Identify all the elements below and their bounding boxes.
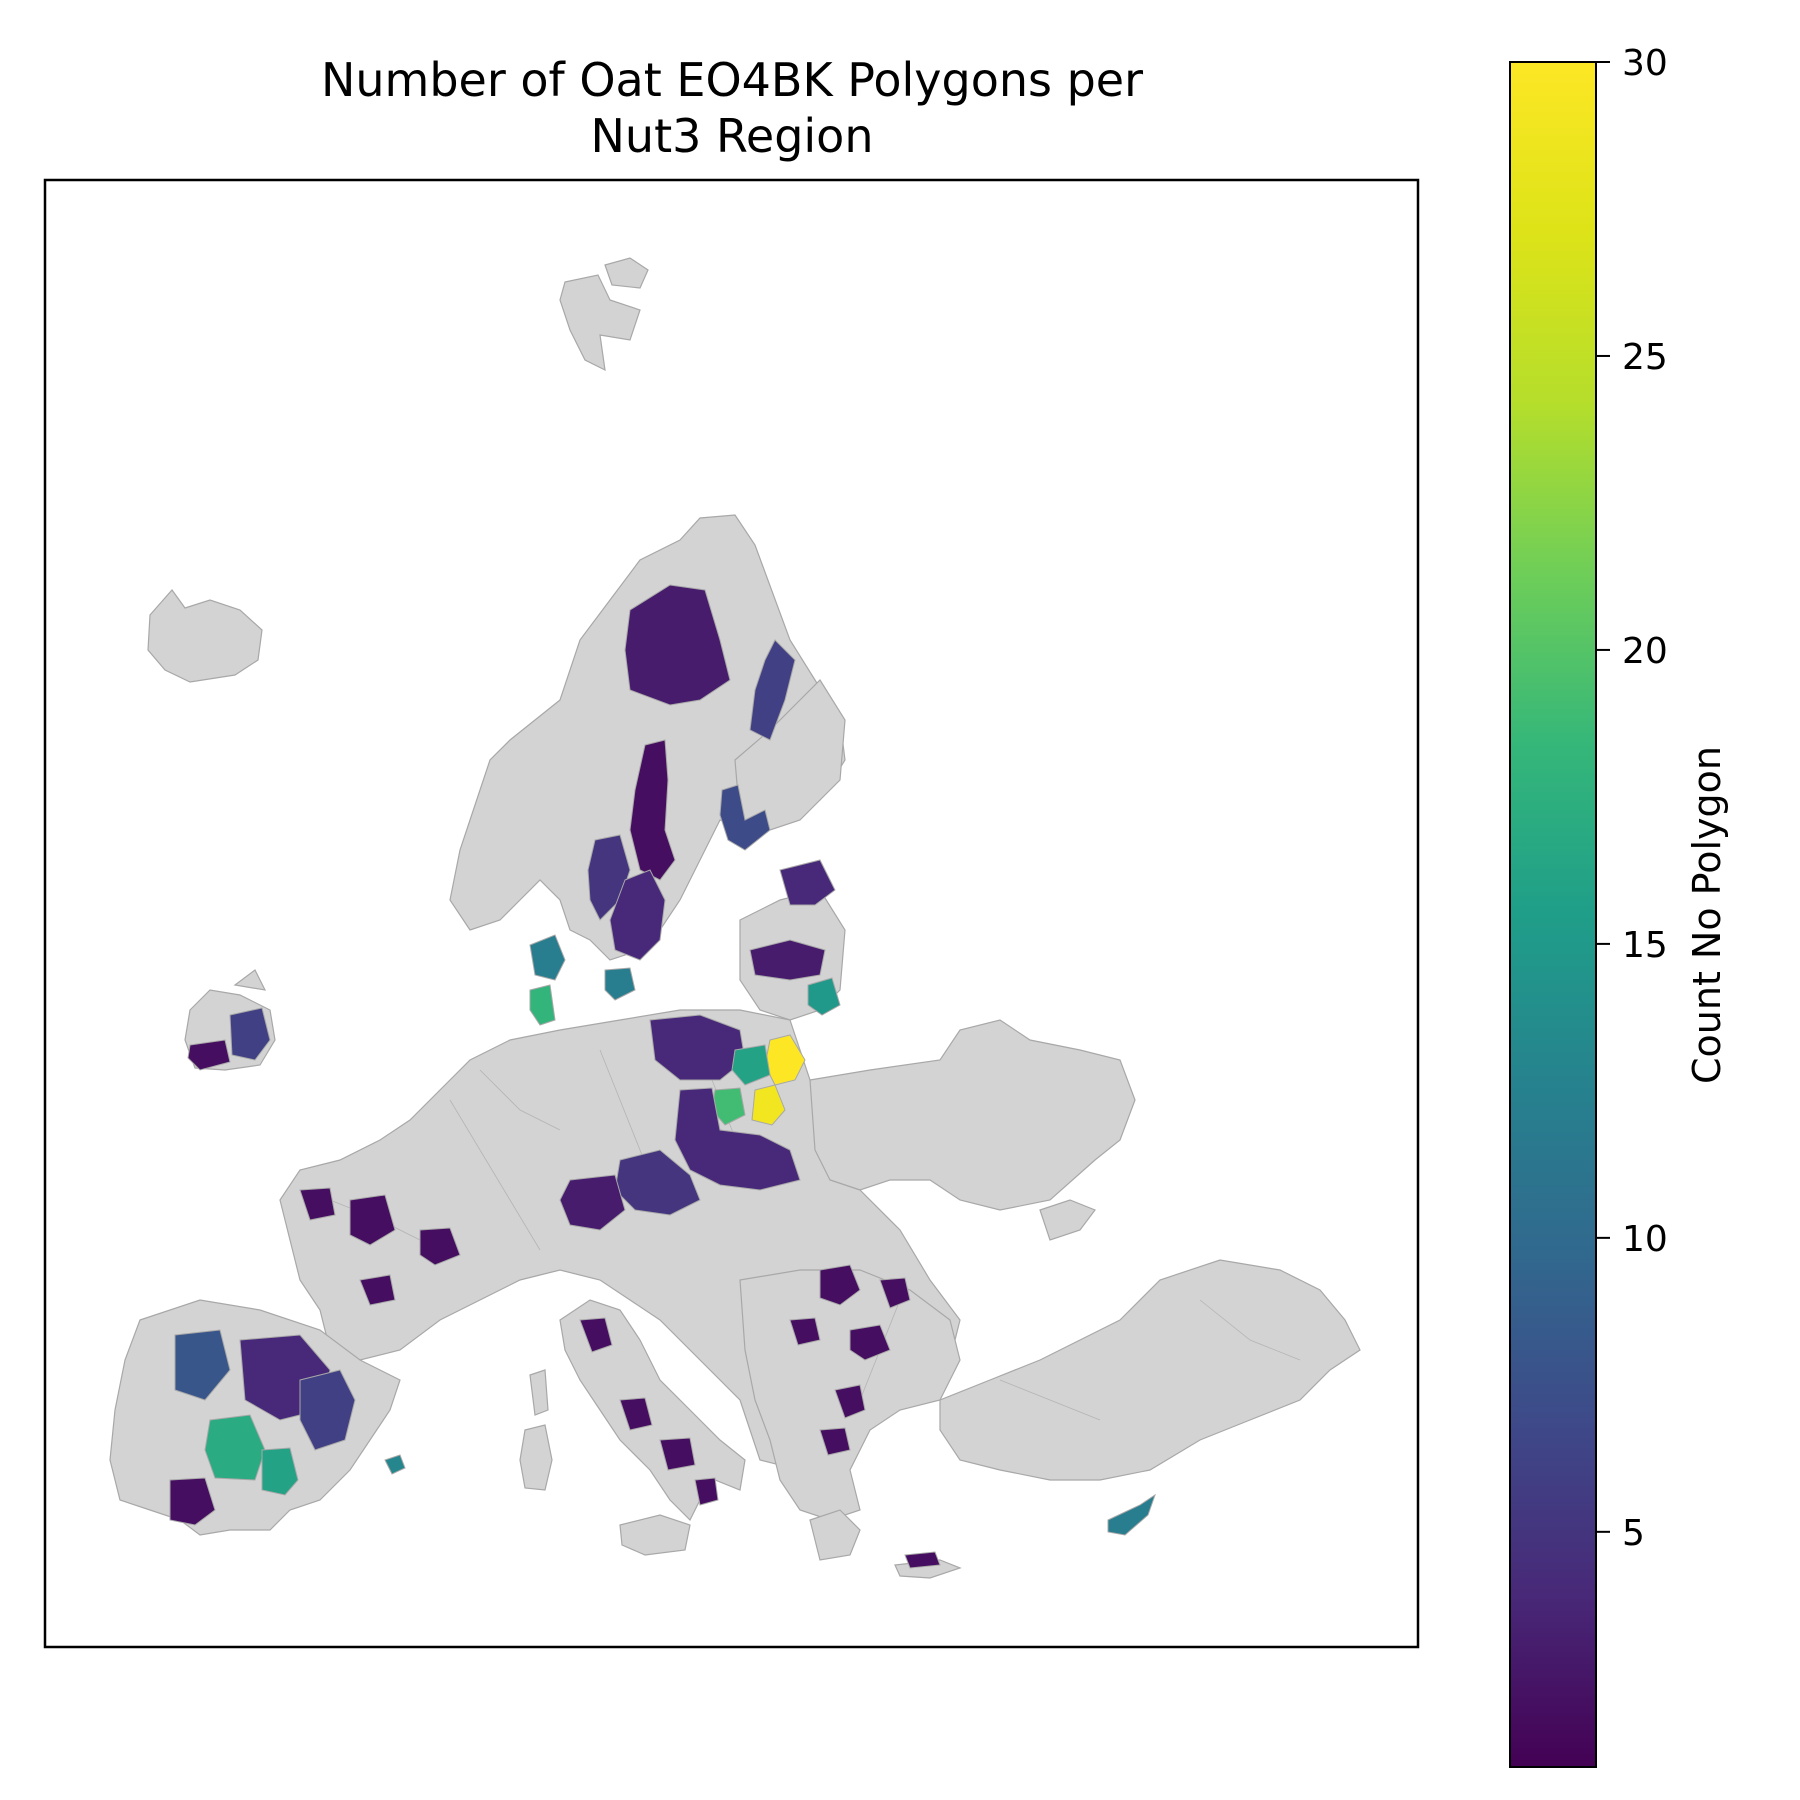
svalbard-landmass <box>559 274 641 372</box>
iceland <box>147 589 263 683</box>
chart-title-line-2: Nut3 Region <box>591 109 874 163</box>
region-greece-various <box>819 1384 941 1569</box>
svalbard-island <box>604 257 649 289</box>
colorbar-tick-label: 30 <box>1622 43 1668 84</box>
region-italy-various <box>579 1317 719 1506</box>
colorbar-tick-label: 5 <box>1622 1513 1645 1554</box>
colorbar-gradient <box>1509 61 1597 1768</box>
uk-north <box>233 969 267 991</box>
region-baltic-latvia <box>749 939 826 981</box>
region-spain-northwest <box>174 1329 231 1401</box>
region-ireland-east <box>229 1007 271 1061</box>
colorbar-tick-label: 10 <box>1622 1219 1668 1260</box>
crimea <box>1039 1199 1096 1241</box>
region-ireland-south <box>187 1039 231 1071</box>
colorbar-label: Count No Polygon <box>1685 746 1729 1084</box>
turkey <box>939 1259 1361 1481</box>
region-sweden-scania <box>604 967 636 1001</box>
region-czechia <box>559 1174 626 1231</box>
sardinia <box>519 1424 553 1491</box>
region-north-sweden <box>624 584 731 706</box>
region-spain-southeast-teal <box>261 1447 299 1496</box>
region-sweden-central-strip <box>629 739 676 881</box>
chart-title-line-1: Number of Oat EO4BK Polygons per <box>321 53 1143 107</box>
region-denmark-jutland <box>529 984 556 1026</box>
region-baltic-estonia <box>779 859 836 906</box>
region-france-various <box>299 1187 461 1306</box>
region-poland-teal <box>731 1044 771 1086</box>
region-romania-various <box>789 1264 911 1361</box>
region-finland-east <box>749 639 796 741</box>
region-spain-south <box>169 1477 216 1526</box>
region-sweden-south-b <box>609 869 666 961</box>
eastern-europe <box>809 1019 1136 1211</box>
region-spain-east <box>299 1369 356 1451</box>
sicily <box>619 1514 691 1556</box>
colorbar: 5 10 15 20 25 30 Count No Polygon <box>1509 43 1729 1768</box>
region-spain-central-teal <box>204 1414 266 1481</box>
region-balearic <box>384 1454 406 1475</box>
corsica <box>529 1369 549 1416</box>
region-poland-east-bright <box>751 1084 786 1126</box>
greece-south <box>809 1509 861 1561</box>
region-finland-west <box>719 784 771 851</box>
region-cyprus <box>1107 1493 1156 1536</box>
colorbar-tick-label: 20 <box>1622 631 1668 672</box>
colorbar-ticks: 5 10 15 20 25 30 <box>1596 43 1668 1554</box>
region-baltic-lithuania-east <box>807 977 841 1016</box>
data-regions <box>169 584 1156 1569</box>
colorbar-tick-label: 25 <box>1622 337 1668 378</box>
region-poland-central <box>674 1087 801 1191</box>
colorbar-tick-label: 15 <box>1622 925 1668 966</box>
region-denmark-north <box>529 934 566 981</box>
land-no-data <box>109 257 1361 1579</box>
